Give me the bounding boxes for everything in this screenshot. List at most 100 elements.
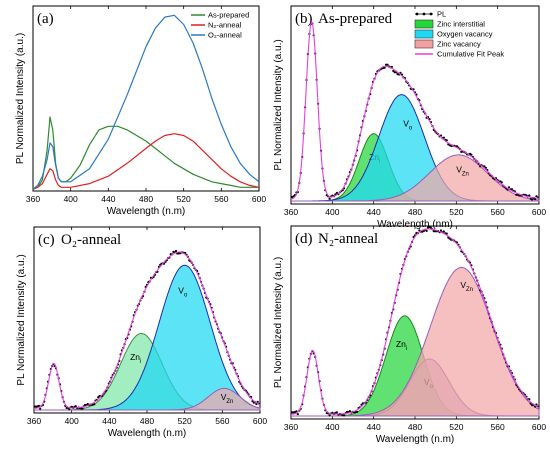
x-tick-label: 360 <box>26 194 40 204</box>
x-tick-label: 520 <box>178 416 192 426</box>
x-tick-label: 480 <box>139 194 153 204</box>
chart-panel-c: 360 400 440 480 520 560 600 Wavelength (n.m) PL … <box>16 226 267 439</box>
y-axis-label: PL Normalized Intensity (a.u.) <box>273 39 284 170</box>
chart-panel-d: 360 400 440 480 520 560 600 Wavelength (n.m) PL … <box>273 225 546 445</box>
component-label-sub: o <box>184 293 188 299</box>
legend-entry: As-prepared <box>208 11 249 20</box>
pl-data-point <box>470 153 473 156</box>
legend-swatch-dot <box>429 12 433 16</box>
pl-data-point <box>81 407 84 410</box>
pl-data-point <box>328 414 331 417</box>
legend-entry: Cumulative Fit Peak <box>437 50 504 59</box>
component-label-sub: Zn <box>466 287 473 293</box>
x-tick-label: 560 <box>491 207 505 217</box>
x-axis-label: Wavelength (n.m) <box>108 428 187 439</box>
pl-data-point <box>174 249 178 253</box>
pl-data-point <box>483 165 486 168</box>
legend-swatch-box <box>414 29 434 39</box>
y-axis-label: PL Normalized Intensity (a.u.) <box>273 257 284 388</box>
x-tick-label: 360 <box>284 207 298 217</box>
pl-data-point <box>534 198 537 201</box>
series-line-n-anneal <box>32 133 260 190</box>
x-tick-label: 520 <box>177 194 191 204</box>
component-label: VZn <box>221 392 234 405</box>
fit-component-oxygen-vacancy <box>291 94 539 202</box>
pl-data-point <box>93 403 96 406</box>
component-label: VZn <box>460 280 473 293</box>
chart-panel-b: 360 400 440 480 520 560 600 Wavelength (nm) PL N… <box>273 5 546 230</box>
cumulative-fit-line <box>34 251 261 409</box>
x-tick-label: 560 <box>491 422 505 432</box>
pl-data-point <box>356 410 359 413</box>
component-label-sub: Zn <box>462 172 469 178</box>
x-tick-label: 440 <box>101 194 115 204</box>
pl-data-point <box>386 63 389 66</box>
pl-data-point <box>439 229 443 232</box>
pl-data-point <box>296 413 299 416</box>
pl-data-point <box>484 166 487 169</box>
x-axis-label: Wavelength (nm) <box>377 219 453 230</box>
pl-data-point <box>507 186 511 189</box>
x-tick-label: 440 <box>367 207 381 217</box>
pl-data-point <box>37 404 41 407</box>
panel-title: N₂-anneal <box>318 231 378 247</box>
x-axis-label: Wavelength (n.m) <box>376 434 455 445</box>
component-label-main: V <box>456 165 462 175</box>
pl-data-point <box>442 230 445 233</box>
pl-data-point <box>455 145 459 148</box>
component-label-main: Zn <box>130 352 140 362</box>
legend-entry: PL <box>437 10 446 19</box>
series-line-o-anneal <box>32 14 260 190</box>
pl-data-point <box>445 232 448 235</box>
pl-data-point <box>295 410 298 413</box>
pl-data-point <box>535 195 538 198</box>
component-label-main: Zn <box>396 339 406 349</box>
pl-data-point <box>422 230 425 233</box>
x-tick-label: 360 <box>27 416 41 426</box>
pl-data-point <box>425 229 428 232</box>
panel-label: (a) <box>37 11 54 27</box>
pl-data-point <box>442 136 445 139</box>
component-label-sub: o <box>409 126 413 132</box>
legend-entry: O₂-anneal <box>208 31 242 40</box>
pl-data-point <box>445 139 448 142</box>
component-label-main: V <box>403 119 409 129</box>
pl-data-point <box>68 408 71 411</box>
component-label: VZn <box>456 165 469 178</box>
x-tick-label: 600 <box>532 422 546 432</box>
pl-data-point <box>535 403 538 406</box>
legend-swatch-box <box>414 39 434 49</box>
pl-data-point <box>343 414 346 417</box>
x-tick-label: 400 <box>64 194 78 204</box>
chart-panel-a: 360 400 440 480 520 560 600 Wavelength (n.m) PL … <box>15 5 266 217</box>
x-tick-label: 560 <box>214 194 228 204</box>
x-tick-label: 440 <box>102 416 116 426</box>
pl-data-point <box>383 66 386 69</box>
pl-data-point <box>74 405 77 408</box>
pl-data-point <box>429 226 432 229</box>
component-label-main: V <box>178 286 184 296</box>
panel-label: (b) <box>295 11 313 27</box>
y-axis-label: PL Normalized Intensity (a.u.) <box>16 254 27 385</box>
fit-component-zinc-vacancy <box>34 387 261 411</box>
legend-entry: Zinc vacancy <box>437 40 481 49</box>
panel-title: As-prepared <box>318 11 393 27</box>
x-tick-label: 600 <box>253 416 267 426</box>
panel-title: O₂-anneal <box>61 232 121 248</box>
fit-component-zinc-vacancy <box>291 267 540 417</box>
pl-data-point <box>510 188 513 191</box>
legend-swatch-dot <box>415 12 419 16</box>
fit-component-zinc-vacancy <box>291 154 540 202</box>
pl-data-point <box>39 407 42 410</box>
x-tick-label: 520 <box>449 422 463 432</box>
panel-label: (c) <box>38 232 55 248</box>
x-axis-label: Wavelength (n.m) <box>107 206 186 217</box>
x-tick-label: 480 <box>140 416 154 426</box>
pl-data-point <box>528 194 531 197</box>
pl-data-point <box>500 181 503 184</box>
x-tick-label: 520 <box>449 207 463 217</box>
component-label: Vo <box>403 119 413 132</box>
pl-data-point <box>531 198 534 201</box>
component-label-sub: i <box>140 359 141 365</box>
component-label-main: V <box>460 280 466 290</box>
